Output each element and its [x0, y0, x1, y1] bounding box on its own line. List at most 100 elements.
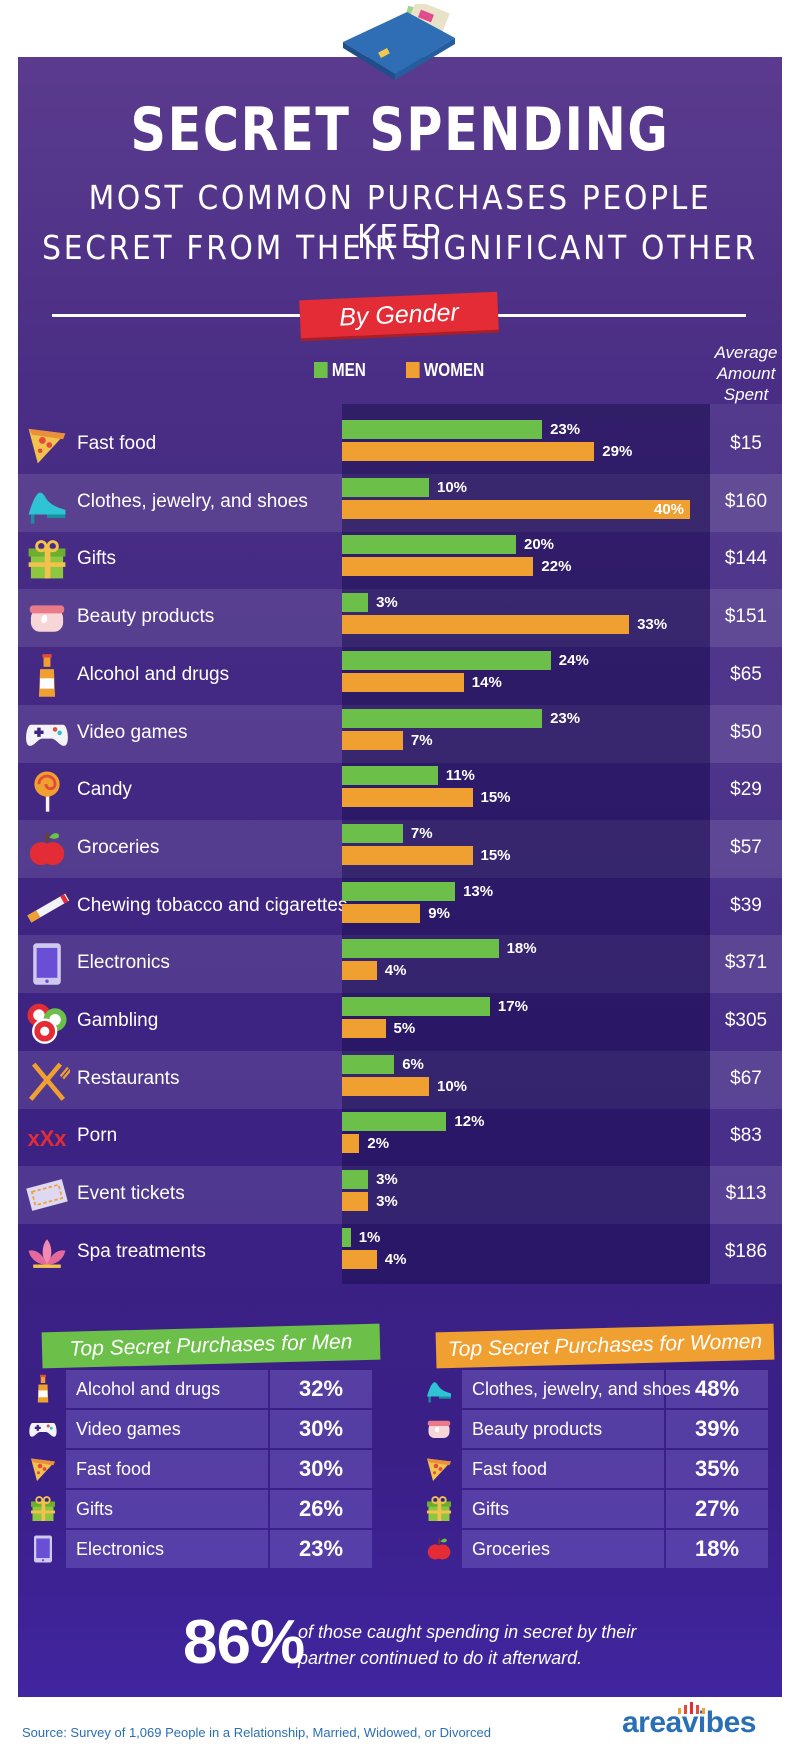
avg-header-line-3: Spent: [723, 385, 769, 404]
top-list-pct-cell: [270, 1490, 372, 1528]
avg-amount-value: $186: [724, 1240, 768, 1262]
men-value-label: 3%: [376, 1171, 398, 1189]
category-label: Chewing tobacco and cigarettes: [77, 894, 348, 916]
women-value-label: 5%: [393, 1020, 416, 1037]
men-value-label: 1%: [358, 1228, 381, 1246]
category-label: Video games: [77, 721, 188, 743]
top-list-pct: 26%: [298, 1496, 344, 1521]
women-bar: [342, 672, 464, 692]
legend-men-swatch: [314, 362, 328, 378]
ticket-icon: [26, 1179, 68, 1211]
avg-header-line-1: Average: [714, 343, 778, 362]
apple-icon: [427, 1538, 451, 1560]
top-list-name: Fast food: [472, 1459, 548, 1479]
men-bar: [342, 420, 543, 439]
divider-left: [52, 314, 308, 317]
women-bar: [342, 499, 690, 519]
women-value-label: 10%: [437, 1077, 468, 1095]
top-list-pct-cell: [270, 1450, 372, 1488]
women-bar: [342, 1134, 360, 1154]
bottle-icon: [37, 1374, 49, 1403]
women-bar: [342, 730, 403, 750]
category-label: Clothes, jewelry, and shoes: [77, 490, 308, 512]
divider-right: [492, 314, 746, 317]
lollipop-icon: [34, 771, 60, 812]
men-bar: [342, 708, 543, 728]
source-note: Source: Survey of 1,069 People in a Rela…: [22, 1725, 491, 1740]
category-label: Gambling: [77, 1010, 159, 1031]
category-label: Candy: [77, 779, 132, 801]
top-list-pct: 32%: [298, 1376, 344, 1401]
men-value-label: 20%: [524, 536, 555, 554]
top-list-pct-cell: [270, 1370, 372, 1408]
avg-amount-value: $29: [730, 779, 762, 801]
legend-men: MEN: [314, 360, 366, 381]
men-value-label: 18%: [506, 940, 537, 958]
brand-name: areavibes: [622, 1706, 756, 1739]
women-bar: [342, 845, 473, 865]
subtitle-line-2: SECRET FROM THEIR SIGNIFICANT OTHER: [42, 228, 758, 267]
xxx-icon: xXx: [28, 1127, 67, 1152]
avg-amount-value: $50: [730, 721, 762, 743]
category-label: Porn: [77, 1125, 118, 1147]
lotus-icon: [28, 1238, 66, 1268]
category-label: Spa treatments: [77, 1240, 206, 1262]
top-list-name: Gifts: [76, 1499, 114, 1519]
stat-value: 86%: [183, 1608, 305, 1677]
avg-amount-value: $57: [730, 836, 762, 858]
avg-amount-value: $39: [730, 894, 762, 916]
fork-knife-icon: [28, 1062, 70, 1101]
tablet-icon: [34, 1535, 52, 1563]
top-list-pct-cell: [666, 1370, 768, 1408]
women-value-label: 15%: [480, 789, 511, 807]
top-list-pct: 30%: [298, 1456, 344, 1481]
logo-bars-icon: [678, 1702, 705, 1714]
men-value-label: 23%: [550, 709, 581, 727]
avg-amount-value: $144: [724, 548, 768, 570]
gift-icon: [28, 540, 66, 579]
category-label: Event tickets: [77, 1183, 185, 1205]
avg-amount-value: $160: [724, 490, 768, 512]
category-label: Fast food: [77, 433, 157, 454]
high-heel-icon: [427, 1382, 451, 1403]
women-value-label: 40%: [654, 500, 685, 518]
women-bar: [342, 615, 630, 635]
men-value-label: 11%: [445, 767, 475, 785]
women-value-label: 3%: [376, 1193, 398, 1211]
top-list-pct: 18%: [694, 1536, 740, 1561]
top-list-row: [462, 1370, 664, 1408]
men-bar: [342, 477, 429, 497]
avg-amount-value: $371: [724, 952, 768, 974]
women-value-label: 14%: [471, 673, 502, 691]
pizza-icon: [31, 1458, 55, 1481]
women-value-label: 33%: [637, 616, 668, 634]
women-bar: [342, 788, 473, 808]
women-value-label: 2%: [367, 1135, 390, 1153]
subtitle-line-1: MOST COMMON PURCHASES PEOPLE KEEP: [88, 178, 712, 256]
men-bar: [342, 593, 369, 613]
top-list-pct: 30%: [298, 1416, 344, 1441]
top-list-name: Clothes, jewelry, and shoes: [472, 1379, 691, 1399]
top-list-row: [66, 1410, 268, 1448]
top-list-pct: 23%: [298, 1536, 344, 1561]
avg-amount-value: $83: [730, 1125, 762, 1147]
men-value-label: 3%: [376, 594, 398, 612]
bottle-icon: [38, 653, 56, 697]
top-list-name: Video games: [76, 1419, 181, 1439]
men-bar: [342, 1227, 351, 1247]
women-bar: [342, 1019, 386, 1038]
category-label: Gifts: [77, 548, 117, 570]
avg-amount-value: $65: [730, 663, 762, 685]
men-bar: [342, 939, 499, 959]
avg-amount-value: $151: [724, 606, 768, 628]
legend-women-swatch: [406, 362, 420, 378]
top-list-row: [462, 1450, 664, 1488]
top-list-row: [462, 1410, 664, 1448]
top-list-pct-cell: [270, 1530, 372, 1568]
avg-amount-column: [710, 404, 782, 1284]
chart-row: [18, 1166, 782, 1225]
top-list-name: Groceries: [472, 1539, 551, 1559]
tablet-icon: [33, 943, 61, 985]
men-bar: [342, 997, 490, 1016]
legend-men-label: MEN: [331, 360, 366, 380]
